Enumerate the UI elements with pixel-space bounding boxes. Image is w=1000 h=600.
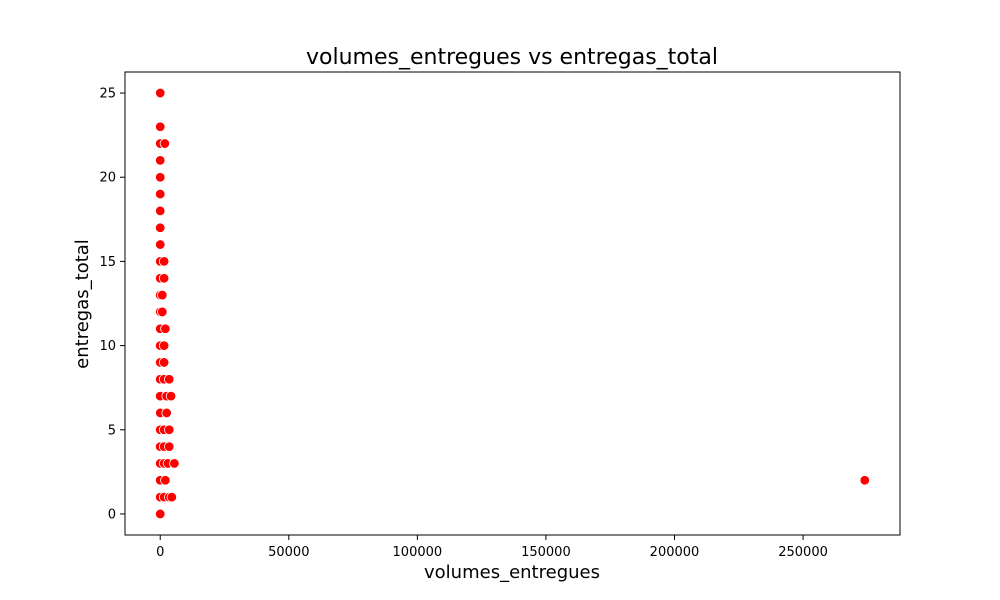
- y-tick-label: 20: [99, 171, 116, 186]
- data-point: [159, 138, 171, 149]
- data-point: [158, 273, 170, 284]
- data-point: [164, 374, 175, 385]
- data-point: [155, 155, 166, 166]
- y-axis: 0 5 10 15 20 25: [99, 87, 125, 522]
- data-point: [160, 323, 171, 334]
- chart-title: volumes_entregues vs entregas_total: [306, 45, 718, 70]
- y-tick-label: 25: [99, 87, 116, 102]
- data-point: [160, 475, 171, 486]
- x-tick-label: 0: [156, 545, 164, 560]
- x-axis: 0 50000 100000 150000 200000 250000: [156, 535, 828, 560]
- x-tick-label: 250000: [778, 545, 828, 560]
- data-point: [161, 407, 172, 419]
- y-tick-label: 15: [99, 255, 116, 270]
- data-point: [158, 357, 170, 368]
- data-point: [158, 256, 170, 267]
- y-tick-label: 10: [99, 339, 116, 354]
- data-point: [155, 121, 166, 132]
- y-tick-label: 5: [108, 423, 116, 438]
- data-point: [155, 239, 166, 250]
- x-tick-label: 50000: [268, 545, 309, 560]
- data-point: [164, 424, 175, 435]
- data-point: [155, 205, 166, 217]
- data-point: [157, 289, 168, 301]
- x-axis-label: volumes_entregues: [424, 562, 600, 583]
- x-tick-label: 150000: [521, 545, 571, 560]
- data-point: [155, 188, 166, 200]
- data-point: [155, 87, 166, 99]
- data-point: [155, 222, 166, 233]
- plot-area: [124, 71, 901, 536]
- data-point: [164, 441, 175, 452]
- data-point: [169, 458, 180, 469]
- data-point: [158, 340, 170, 351]
- data-point: [155, 172, 166, 183]
- y-axis-label: entregas_total: [72, 239, 93, 369]
- data-point: [166, 491, 177, 503]
- data-point: [165, 390, 177, 402]
- data-points: [155, 87, 870, 520]
- data-point: [155, 508, 166, 520]
- data-point: [859, 475, 870, 486]
- data-point: [157, 306, 168, 318]
- y-tick-label: 0: [108, 507, 116, 522]
- x-tick-label: 200000: [650, 545, 700, 560]
- x-tick-label: 100000: [393, 545, 443, 560]
